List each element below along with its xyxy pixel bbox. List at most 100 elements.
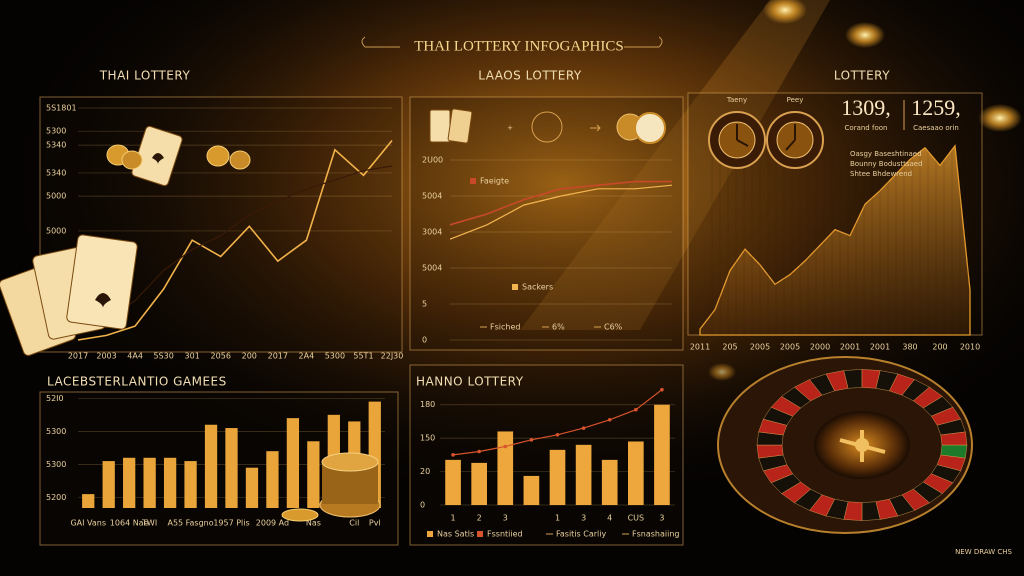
x-tick-label: 5300: [325, 352, 345, 361]
x-tick-label: 3: [659, 514, 664, 523]
card-suit: [152, 153, 164, 164]
bar: [307, 441, 320, 508]
y-tick-label: 5S1801: [46, 104, 77, 113]
y-tick-label: 150: [420, 434, 435, 443]
spotlight: [845, 22, 885, 48]
bar: [601, 459, 618, 505]
x-tick-label: 3: [581, 514, 586, 523]
x-tick-label: 2010: [960, 343, 980, 352]
line-series: [77, 165, 393, 332]
card: [429, 109, 451, 143]
x-tick-label: 2056: [211, 352, 231, 361]
chart-title: LACEBSTERLANTIO GAMEES: [47, 375, 227, 389]
line-series: [449, 180, 672, 226]
x-tick-label: 2000: [810, 343, 830, 352]
y-tick-label: 2U00: [422, 156, 443, 165]
roulette-pocket: [940, 431, 968, 446]
x-tick-label: 205: [722, 343, 737, 352]
line-marker: [660, 387, 664, 392]
coin: [206, 145, 230, 167]
bar: [628, 441, 644, 505]
legend-swatch: [427, 531, 433, 537]
dial-hand: [785, 124, 796, 151]
y-tick-label: 5340: [46, 141, 66, 150]
y-tick-label: 180: [420, 400, 435, 409]
dial-hand: [736, 124, 749, 147]
stat-value: 1259,: [911, 95, 961, 120]
x-tick-label: 2005: [750, 343, 770, 352]
dials: [708, 111, 824, 169]
clock: [634, 112, 666, 144]
coins: [106, 144, 381, 522]
x-tick-label: 2A4: [299, 352, 315, 361]
spotlight: [708, 363, 736, 381]
x-tick-label: GAI Vans: [70, 519, 106, 528]
title-ornament: [361, 36, 663, 48]
annotation: Fsnashaiing: [632, 530, 679, 539]
cards: +: [0, 108, 666, 356]
legend-label: Fssntiied: [487, 530, 523, 539]
stat-caption: Corand foon: [845, 124, 888, 132]
note: Oasgy Baseshtinaed: [850, 150, 922, 158]
line-marker: [634, 407, 638, 412]
y-tick-label: 5300: [46, 127, 66, 136]
x-tick-label: 55T1: [353, 352, 373, 361]
bar: [102, 461, 115, 508]
x-tick-label: 2011: [690, 343, 710, 352]
legend-swatch: [470, 178, 476, 184]
y-tick-label: 52I0: [46, 394, 64, 403]
bar: [143, 457, 156, 508]
x-tick-label: 1064 Nae: [110, 519, 149, 528]
spotlight: [763, 0, 807, 24]
note: Bounny Bodusttsaed: [850, 160, 923, 168]
line-marker: [451, 453, 455, 457]
plot-layer: THAI LOTTERY5S18015300534053405000500020…: [46, 69, 980, 539]
x-tick-label: 2009 Ad: [256, 519, 289, 528]
line-marker: [529, 438, 534, 442]
y-tick-label: 5200: [46, 493, 66, 502]
bar: [245, 467, 259, 508]
icon-ring: [531, 111, 563, 143]
card-suit: [95, 293, 111, 308]
coin-stack: [321, 452, 379, 472]
bar: [497, 431, 514, 505]
bar: [445, 459, 461, 505]
legend-label: Sackers: [522, 283, 553, 292]
annotation: 6%: [552, 323, 565, 332]
chart-title: LOTTERY: [834, 69, 890, 83]
x-tick-label: 2005: [780, 343, 800, 352]
line-marker: [555, 433, 560, 437]
arrow-icon: +: [507, 124, 513, 132]
x-tick-label: TWI: [141, 519, 157, 528]
bar: [549, 449, 566, 505]
x-tick-label: 2001: [840, 343, 860, 352]
stat-value: 1309,: [841, 95, 891, 120]
y-tick-label: 3004: [422, 228, 442, 237]
x-tick-label: 1: [555, 514, 560, 523]
bar: [163, 457, 177, 508]
y-tick-label: 5340: [46, 168, 66, 177]
x-tick-label: 2017: [68, 352, 88, 361]
stat-caption: Caesaao orin: [913, 124, 959, 132]
x-tick-label: 2001: [870, 343, 890, 352]
bar: [123, 457, 136, 508]
y-tick-label: 5300: [46, 427, 66, 436]
bar: [575, 444, 592, 505]
annotation: Fasitis Carliy: [556, 530, 606, 539]
x-tick-label: 200: [932, 343, 947, 352]
bar: [204, 424, 218, 508]
card: [447, 108, 473, 144]
x-tick-label: 2: [477, 514, 482, 523]
line-marker: [607, 417, 612, 422]
line-marker: [503, 444, 508, 449]
bar: [523, 475, 540, 505]
x-tick-label: 1957 Plis: [213, 519, 249, 528]
annotation: C6%: [604, 323, 623, 332]
legend-label: Faeigte: [480, 177, 509, 186]
chart-title: THAI LOTTERY: [99, 69, 191, 83]
x-tick-label: 301: [185, 352, 200, 361]
legend-swatch: [512, 284, 518, 290]
bar: [471, 462, 487, 505]
x-tick-label: 200: [242, 352, 257, 361]
